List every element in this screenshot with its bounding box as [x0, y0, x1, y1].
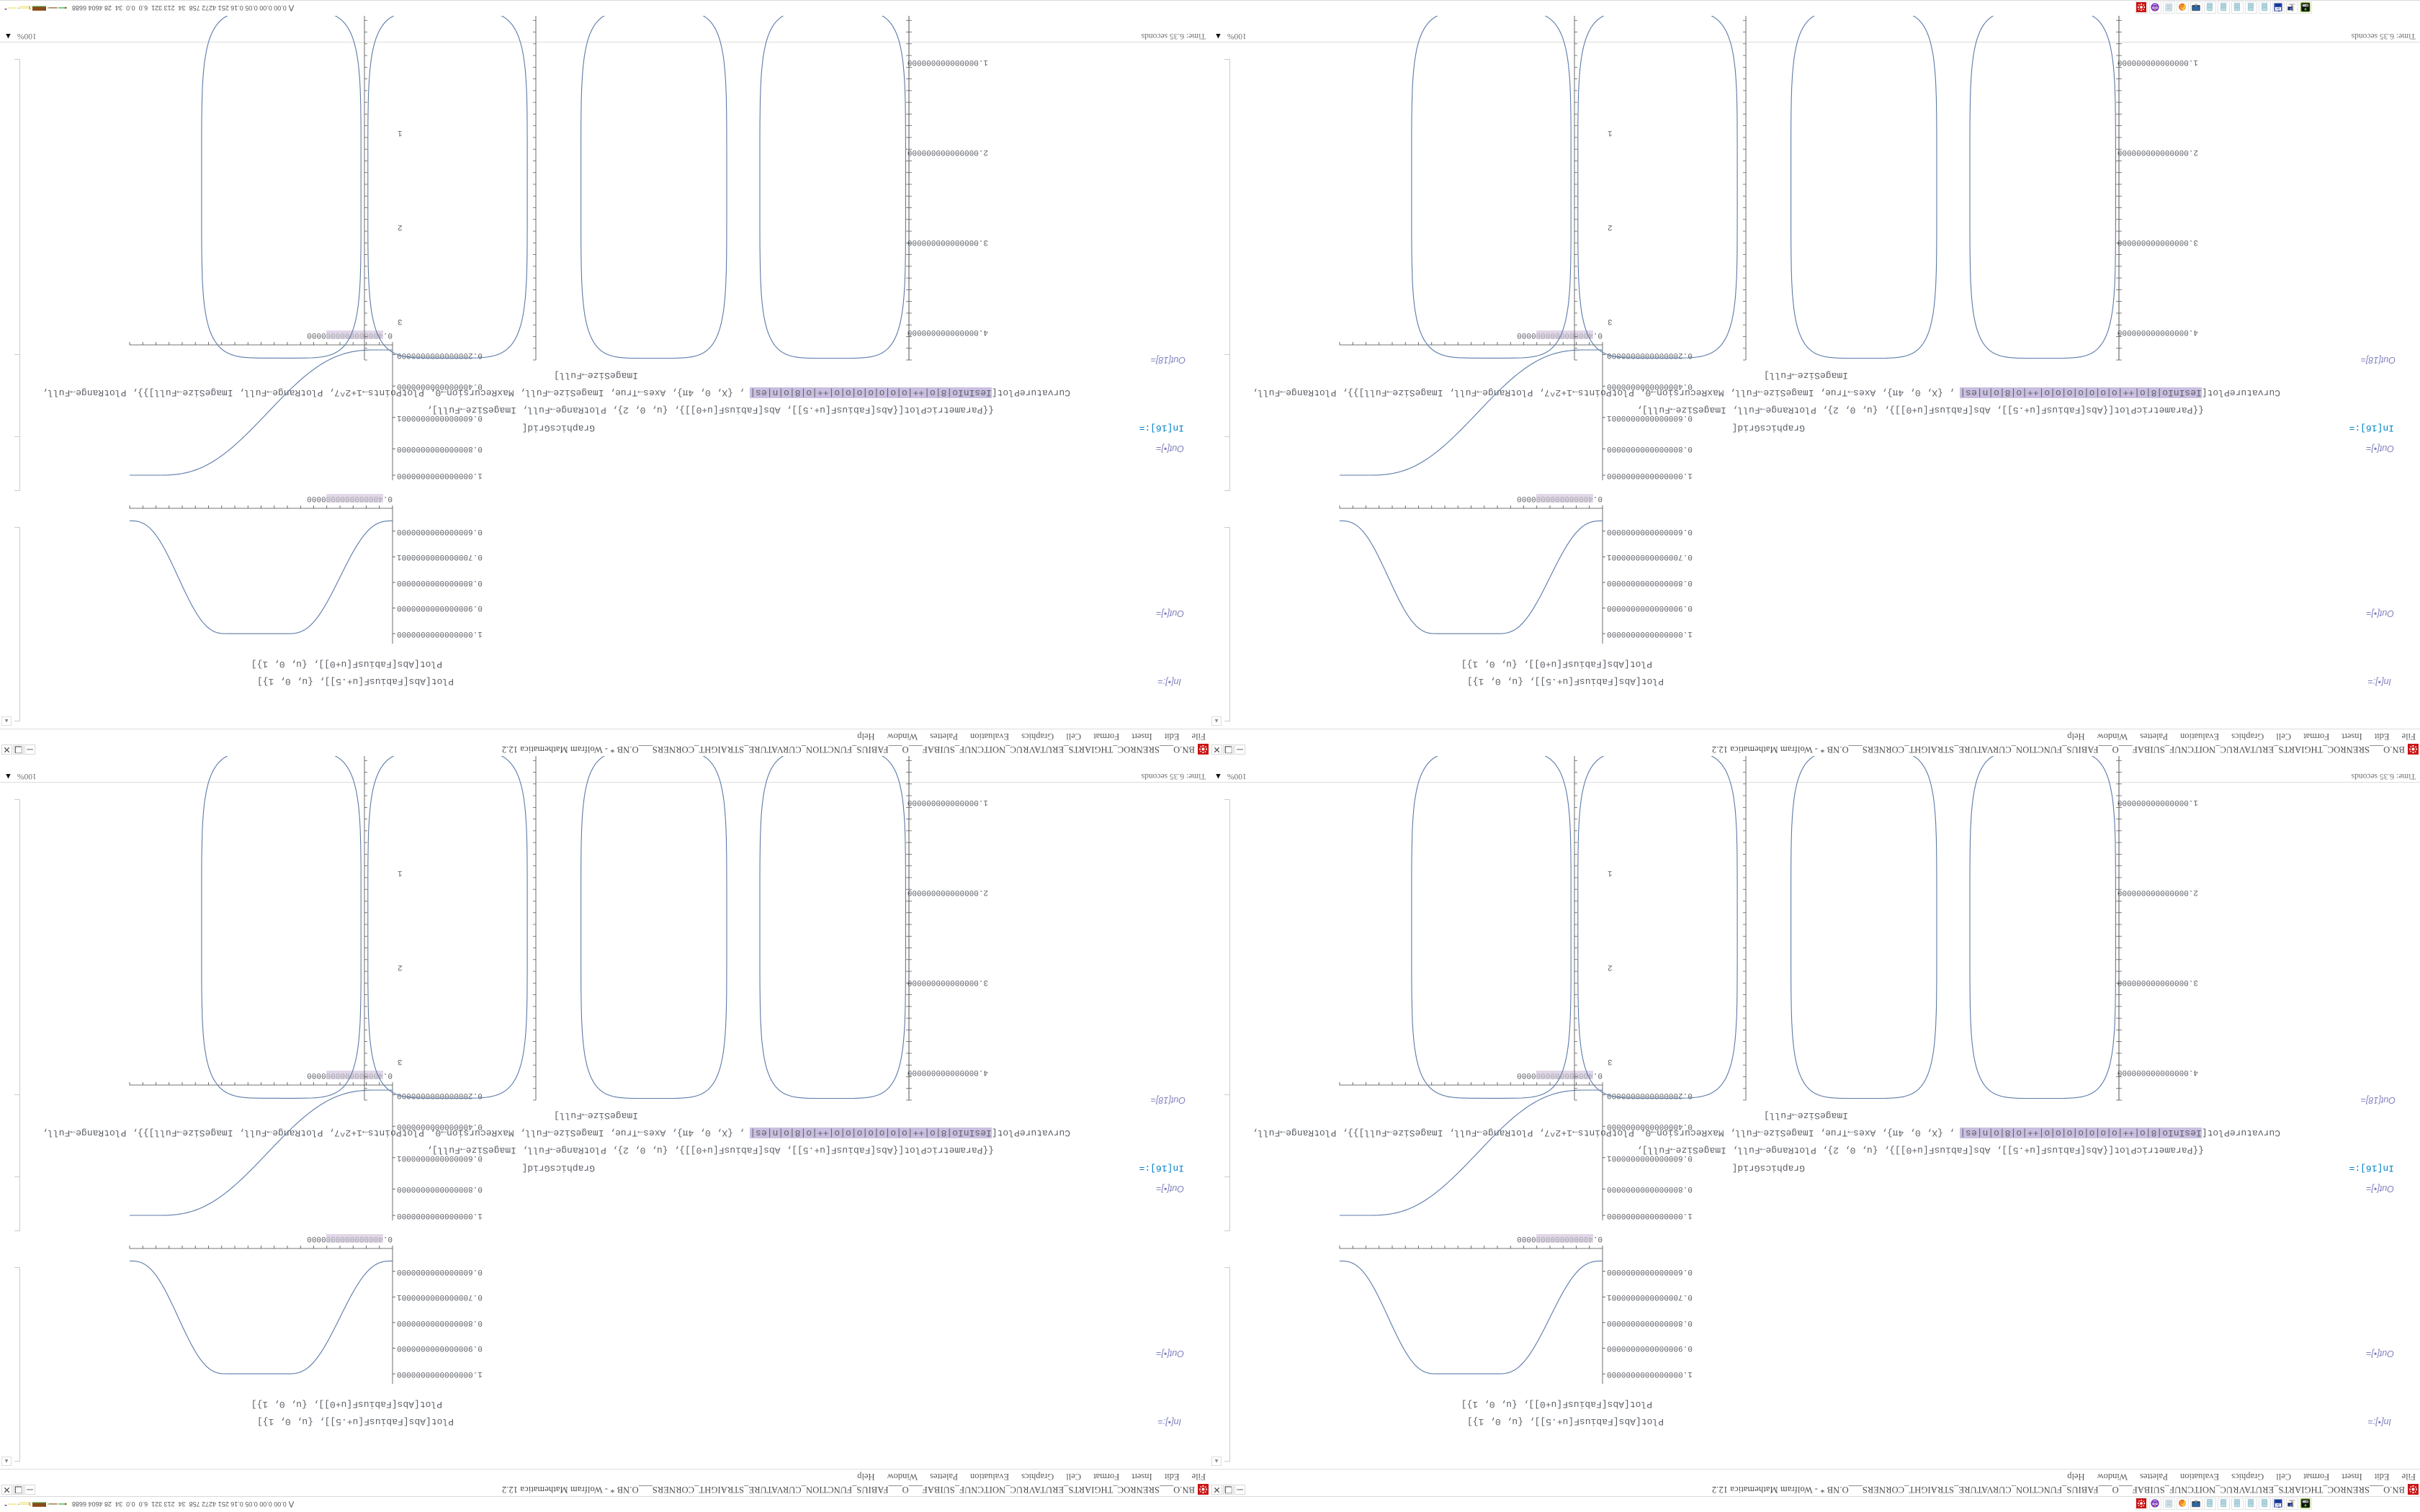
svg-text:64: 64: [2277, 1503, 2280, 1507]
svg-text:64: 64: [2277, 7, 2280, 11]
